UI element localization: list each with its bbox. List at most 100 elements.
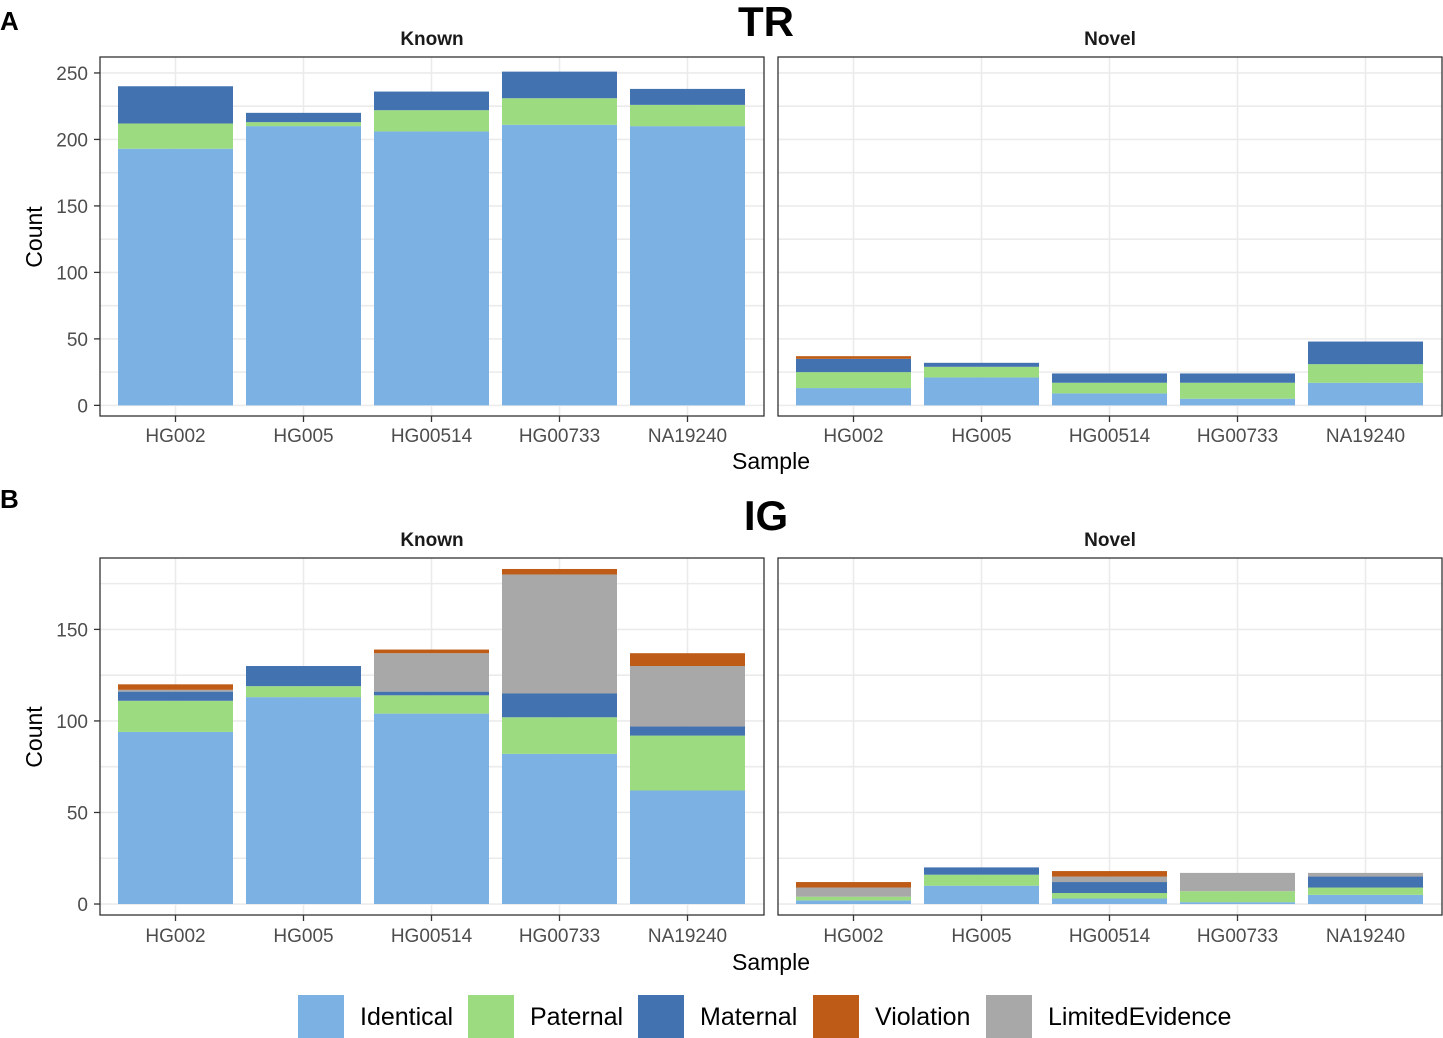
bar-novel-hg00514-identical xyxy=(1052,393,1167,406)
panel-label: A xyxy=(0,6,19,36)
x-tick-label: HG00733 xyxy=(1197,426,1278,447)
bar-known-na19240-maternal xyxy=(630,726,745,736)
y-tick-label: 100 xyxy=(56,263,88,284)
bar-known-hg005-paternal xyxy=(246,686,361,698)
legend-label: Violation xyxy=(875,1003,970,1031)
bar-novel-hg00733-paternal xyxy=(1180,891,1295,903)
facet-known: Known HG002 HG005 HG00514 HG00733 NA19240 xyxy=(99,530,765,947)
bar-novel-na19240-identical xyxy=(1308,894,1423,905)
bar-known-hg005-identical xyxy=(246,126,361,406)
bar-known-hg00514-identical xyxy=(374,713,489,905)
bar-novel-hg005-paternal xyxy=(924,874,1039,886)
bar-novel-hg00514-identical xyxy=(1052,898,1167,905)
bar-known-na19240-identical xyxy=(630,790,745,905)
x-tick-label: NA19240 xyxy=(648,426,727,447)
y-tick-label: 250 xyxy=(56,64,88,85)
bar-known-hg00733-identical xyxy=(502,753,617,905)
legend-label: Maternal xyxy=(700,1003,797,1031)
bar-known-hg00514-paternal xyxy=(374,110,489,132)
facet-known: Known HG002 HG005 HG00514 HG00733 NA19240 xyxy=(99,29,765,447)
bar-novel-hg002-violation xyxy=(796,356,911,359)
bar-known-hg00733-limitedevidence xyxy=(502,574,617,694)
bar-known-hg00733-maternal xyxy=(502,71,617,99)
bar-known-hg00514-violation xyxy=(374,649,489,654)
legend-label: Identical xyxy=(360,1003,453,1031)
x-tick-label: HG00733 xyxy=(519,426,600,447)
bar-known-hg002-identical xyxy=(118,148,233,406)
bar-novel-hg002-paternal xyxy=(796,896,911,901)
x-axis-title: Sample xyxy=(732,448,810,474)
x-tick-label: HG005 xyxy=(273,926,333,947)
gridlines xyxy=(778,558,1442,915)
bar-novel-hg005-paternal xyxy=(924,366,1039,378)
x-axis-title: Sample xyxy=(732,949,810,975)
chart-title: IG xyxy=(744,492,788,539)
bar-known-hg002-maternal xyxy=(118,86,233,124)
legend-swatch xyxy=(468,995,514,1038)
bar-known-na19240-identical xyxy=(630,126,745,406)
y-tick-label: 0 xyxy=(77,895,88,916)
bar-known-hg00514-maternal xyxy=(374,91,489,111)
panel-label: B xyxy=(0,484,19,514)
bar-known-hg002-identical xyxy=(118,731,233,905)
bar-known-hg002-violation xyxy=(118,684,233,690)
x-tick-label: NA19240 xyxy=(1326,426,1405,447)
bar-novel-na19240-identical xyxy=(1308,382,1423,406)
legend-swatch xyxy=(298,995,344,1038)
bar-known-hg00733-paternal xyxy=(502,98,617,125)
x-tick-label: HG00733 xyxy=(1197,926,1278,947)
bar-known-na19240-limitedevidence xyxy=(630,666,745,727)
bar-known-hg005-maternal xyxy=(246,666,361,687)
bar-known-na19240-violation xyxy=(630,653,745,667)
x-tick-label: HG00514 xyxy=(1069,426,1151,447)
y-tick-label: 0 xyxy=(77,396,88,417)
y-tick-label: 50 xyxy=(67,330,88,351)
facet-strip-label: Novel xyxy=(1084,29,1136,50)
bar-novel-hg002-identical xyxy=(796,388,911,406)
legend-label: LimitedEvidence xyxy=(1048,1003,1231,1031)
legend-item-maternal: Maternal xyxy=(638,995,797,1038)
bar-novel-na19240-maternal xyxy=(1308,876,1423,888)
bar-novel-hg005-identical xyxy=(924,885,1039,905)
bar-known-hg00514-paternal xyxy=(374,695,489,714)
x-tick-label: HG005 xyxy=(951,926,1011,947)
legend-item-violation: Violation xyxy=(813,995,970,1038)
x-tick-label: HG002 xyxy=(823,926,883,947)
bar-known-hg00733-maternal xyxy=(502,693,617,718)
y-axis-title: Count xyxy=(21,206,47,268)
bar-novel-hg005-maternal xyxy=(924,362,1039,367)
y-tick-label: 50 xyxy=(67,803,88,824)
bar-novel-hg002-paternal xyxy=(796,372,911,389)
bar-known-hg002-paternal xyxy=(118,700,233,732)
bar-novel-hg00733-limitedevidence xyxy=(1180,872,1295,892)
bar-novel-hg002-limitedevidence xyxy=(796,887,911,897)
bar-known-hg00733-paternal xyxy=(502,717,617,754)
bar-novel-na19240-limitedevidence xyxy=(1308,872,1423,877)
chart-panel-tr: A TR Count 0 50 100 150 200 250 Known HG002 HG005 HG… xyxy=(0,0,1443,474)
bar-known-na19240-paternal xyxy=(630,735,745,791)
bar-known-hg00514-limitedevidence xyxy=(374,653,489,692)
legend: Identical Paternal Maternal Violation Limite… xyxy=(298,995,1231,1038)
legend-label: Paternal xyxy=(530,1003,623,1031)
facet-novel: Novel HG002 HG005 HG00514 HG00733 NA19240 xyxy=(777,530,1443,947)
y-tick-label: 150 xyxy=(56,620,88,641)
legend-item-limitedevidence: LimitedEvidence xyxy=(986,995,1231,1038)
bar-novel-hg00733-identical xyxy=(1180,398,1295,406)
bar-novel-hg00514-paternal xyxy=(1052,382,1167,394)
bar-known-hg005-maternal xyxy=(246,112,361,123)
y-tick-label: 100 xyxy=(56,712,88,733)
bar-novel-na19240-maternal xyxy=(1308,341,1423,365)
bar-novel-na19240-paternal xyxy=(1308,887,1423,895)
legend-item-identical: Identical xyxy=(298,995,453,1038)
bar-known-hg00733-identical xyxy=(502,124,617,406)
bar-known-hg002-paternal xyxy=(118,123,233,149)
chart-panel-ig: B IG Count 0 50 100 150 Known HG002 HG005 HG00514 H… xyxy=(0,484,1443,975)
bar-novel-hg00514-maternal xyxy=(1052,373,1167,383)
facet-strip-label: Known xyxy=(400,29,463,50)
x-tick-label: NA19240 xyxy=(648,926,727,947)
bars xyxy=(796,867,1423,905)
x-tick-label: HG00514 xyxy=(1069,926,1151,947)
bar-novel-hg002-maternal xyxy=(796,358,911,373)
legend-swatch xyxy=(638,995,684,1038)
bar-known-hg00733-violation xyxy=(502,568,617,575)
